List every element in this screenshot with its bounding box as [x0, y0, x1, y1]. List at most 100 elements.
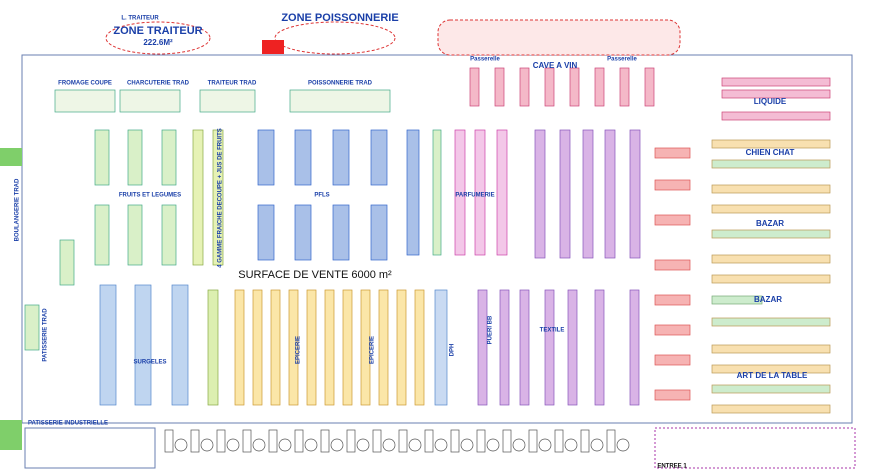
label: PATISSERIE TRAD — [43, 308, 49, 362]
gondola — [499, 289, 510, 406]
gondola — [24, 304, 40, 351]
gondola — [534, 129, 546, 259]
display — [654, 389, 691, 401]
label: PFLS — [314, 193, 329, 199]
rack — [711, 184, 831, 194]
gondola — [414, 289, 425, 406]
display — [654, 354, 691, 366]
gondola — [94, 204, 110, 266]
gondola — [629, 129, 641, 259]
checkout — [450, 429, 460, 453]
checkout-seat — [486, 438, 500, 452]
label: PARFUMERIE — [455, 193, 494, 199]
gondola — [207, 289, 219, 406]
gondola — [342, 289, 353, 406]
gondola — [234, 289, 245, 406]
label: Passerelle — [470, 57, 500, 63]
label: ZONE POISSONNERIE — [281, 12, 398, 24]
gondola — [604, 129, 616, 259]
checkout — [398, 429, 408, 453]
gondola — [559, 129, 571, 259]
checkout-seat — [356, 438, 370, 452]
gondola — [127, 204, 143, 266]
rack — [711, 344, 831, 354]
checkout-seat — [434, 438, 448, 452]
gondola — [252, 289, 263, 406]
checkout — [320, 429, 330, 453]
display — [654, 324, 691, 336]
gondola — [378, 289, 389, 406]
cold-case — [370, 204, 388, 261]
gondola — [212, 129, 224, 266]
label: PATISSERIE INDUSTRIELLE — [28, 421, 108, 427]
rack — [711, 404, 831, 414]
checkout — [242, 429, 252, 453]
label: Passerelle — [607, 57, 637, 63]
checkout — [424, 429, 434, 453]
checkout — [606, 429, 616, 453]
label: CHARCUTERIE TRAD — [127, 81, 190, 87]
cold-case — [294, 129, 312, 186]
wine-rack — [594, 67, 605, 107]
gondola — [594, 289, 605, 406]
gondola — [127, 129, 143, 186]
wine-rack — [644, 67, 655, 107]
gondola — [161, 204, 177, 266]
checkout — [294, 429, 304, 453]
label: SURGELES — [133, 360, 166, 366]
checkout — [268, 429, 278, 453]
label: BAZAR — [754, 295, 782, 304]
cold-case — [257, 129, 275, 186]
gondola — [477, 289, 488, 406]
checkout-seat — [200, 438, 214, 452]
label: SURFACE DE VENTE 6000 m² — [238, 269, 392, 281]
label: BAZAR — [756, 219, 784, 228]
checkout — [528, 429, 538, 453]
cold-case — [332, 129, 350, 186]
rack — [711, 274, 831, 284]
gondola — [434, 289, 448, 406]
rack — [721, 89, 831, 99]
gondola — [496, 129, 508, 256]
cold-case — [406, 129, 420, 256]
label: LIQUIDE — [754, 97, 787, 106]
label: ZONE TRAITEUR — [113, 25, 202, 37]
rack — [711, 229, 831, 239]
label: 222.6M² — [143, 38, 173, 47]
rack — [721, 111, 831, 121]
cold-case — [257, 204, 275, 261]
checkout-seat — [252, 438, 266, 452]
rack — [711, 139, 831, 149]
label: ART DE LA TABLE — [737, 371, 808, 380]
label: ENTREE 1 — [657, 464, 687, 470]
rack — [711, 295, 763, 305]
gondola — [288, 289, 299, 406]
gondola — [432, 129, 442, 256]
label: POISSONNERIE TRAD — [308, 81, 373, 87]
label: PUERI BB — [488, 315, 494, 344]
checkout-seat — [174, 438, 188, 452]
gondola — [59, 239, 75, 286]
display — [654, 147, 691, 159]
cold-room — [199, 89, 256, 113]
checkout — [190, 429, 200, 453]
label: EPICERIE — [296, 336, 302, 364]
label: TEXTILE — [540, 328, 565, 334]
checkout — [164, 429, 174, 453]
checkout — [502, 429, 512, 453]
checkout-seat — [564, 438, 578, 452]
gondola — [324, 289, 335, 406]
display — [654, 294, 691, 306]
label: DPH — [450, 344, 456, 357]
rack — [711, 317, 831, 327]
checkout-seat — [616, 438, 630, 452]
label: L. TRAITEUR — [121, 16, 159, 22]
checkout — [554, 429, 564, 453]
checkout — [346, 429, 356, 453]
checkout-seat — [512, 438, 526, 452]
wine-rack — [544, 67, 555, 107]
checkout-seat — [408, 438, 422, 452]
rack — [711, 364, 831, 374]
display — [654, 259, 691, 271]
